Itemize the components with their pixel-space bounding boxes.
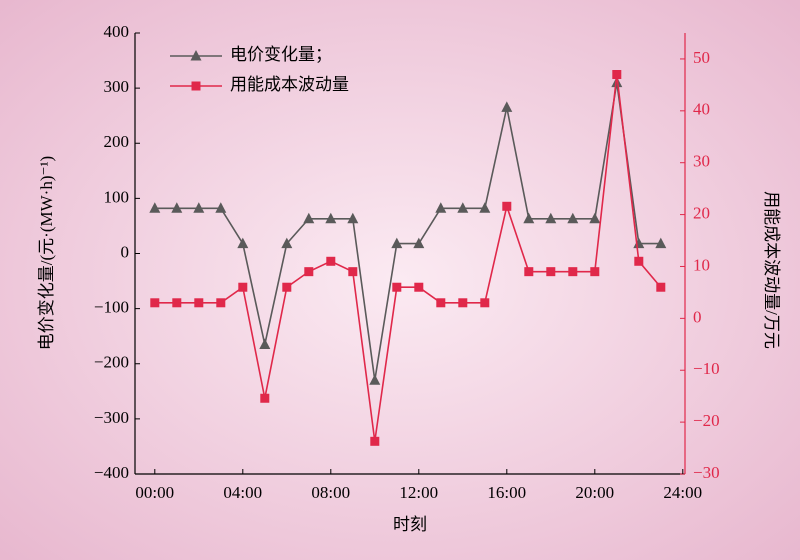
data-point (633, 237, 645, 249)
legend-marker (190, 50, 202, 61)
data-point (216, 298, 226, 308)
x-axis-label: 时刻 (393, 515, 427, 534)
y-tick-label: 100 (104, 187, 130, 206)
data-point (325, 212, 337, 224)
x-tick-label: 00:00 (135, 483, 174, 502)
data-point (567, 212, 579, 224)
y-tick-label: 0 (121, 242, 130, 261)
data-point (149, 202, 161, 213)
data-point (370, 436, 380, 446)
y2-tick-label: 50 (693, 48, 710, 67)
data-point (479, 202, 491, 213)
data-point (589, 212, 601, 224)
data-point (655, 237, 667, 249)
data-point (634, 256, 644, 266)
data-point (524, 267, 534, 277)
data-point (545, 212, 557, 224)
x-tick-label: 24:00 (663, 483, 702, 502)
y-axis-label: 电价变化量/(元·(MW·h)⁻¹) (37, 156, 56, 350)
data-point (172, 298, 182, 308)
y2-tick-label: 20 (693, 203, 710, 222)
y-tick-label: 200 (104, 132, 130, 151)
y-tick-label: 400 (104, 22, 130, 41)
x-tick-label: 08:00 (311, 483, 350, 502)
x-tick-label: 16:00 (487, 483, 526, 502)
data-point (458, 298, 468, 308)
data-point (435, 202, 447, 213)
data-point (303, 212, 315, 224)
data-point (282, 282, 292, 292)
y2-tick-label: 0 (693, 307, 702, 326)
y-tick-label: −300 (94, 408, 129, 427)
x-tick-label: 04:00 (223, 483, 262, 502)
y2-tick-label: −10 (693, 359, 720, 378)
data-point (238, 282, 248, 292)
data-point (150, 298, 160, 308)
data-point (590, 267, 600, 277)
data-point (436, 298, 446, 308)
x-tick-label: 12:00 (399, 483, 438, 502)
y2-tick-label: −30 (693, 463, 720, 482)
data-point (523, 212, 535, 224)
data-point (215, 202, 227, 213)
data-point (414, 282, 424, 292)
y-tick-label: −200 (94, 353, 129, 372)
data-point (480, 298, 490, 308)
data-point (612, 70, 622, 80)
data-point (348, 267, 358, 277)
data-point (568, 267, 578, 277)
data-point (369, 374, 381, 385)
data-point (656, 282, 666, 292)
data-point (260, 393, 270, 403)
legend-label: 电价变化量； (230, 45, 332, 64)
y2-tick-label: −20 (693, 411, 720, 430)
data-point (259, 338, 271, 349)
data-point (281, 237, 293, 249)
data-point (413, 237, 425, 249)
series-line (154, 82, 661, 381)
x-tick-label: 20:00 (575, 483, 614, 502)
data-point (391, 237, 403, 249)
y2-tick-label: 30 (693, 152, 710, 171)
data-point (304, 267, 314, 277)
data-point (326, 256, 336, 266)
data-point (237, 237, 249, 249)
legend-marker (191, 81, 201, 91)
data-point (194, 298, 204, 308)
data-point (502, 201, 512, 211)
data-point (193, 202, 205, 213)
y2-axis-label: 用能成本波动量/万元 (762, 191, 781, 349)
y2-tick-label: 10 (693, 255, 710, 274)
data-point (501, 101, 513, 112)
data-point (457, 202, 469, 213)
data-point (392, 282, 402, 292)
data-point (546, 267, 556, 277)
data-point (171, 202, 183, 213)
y-tick-label: 300 (104, 77, 130, 96)
legend-label: 用能成本波动量 (230, 75, 349, 94)
data-point (611, 76, 623, 88)
y2-tick-label: 40 (693, 100, 710, 119)
y-tick-label: −400 (94, 463, 129, 482)
data-point (347, 212, 359, 224)
y-tick-label: −100 (94, 298, 129, 317)
